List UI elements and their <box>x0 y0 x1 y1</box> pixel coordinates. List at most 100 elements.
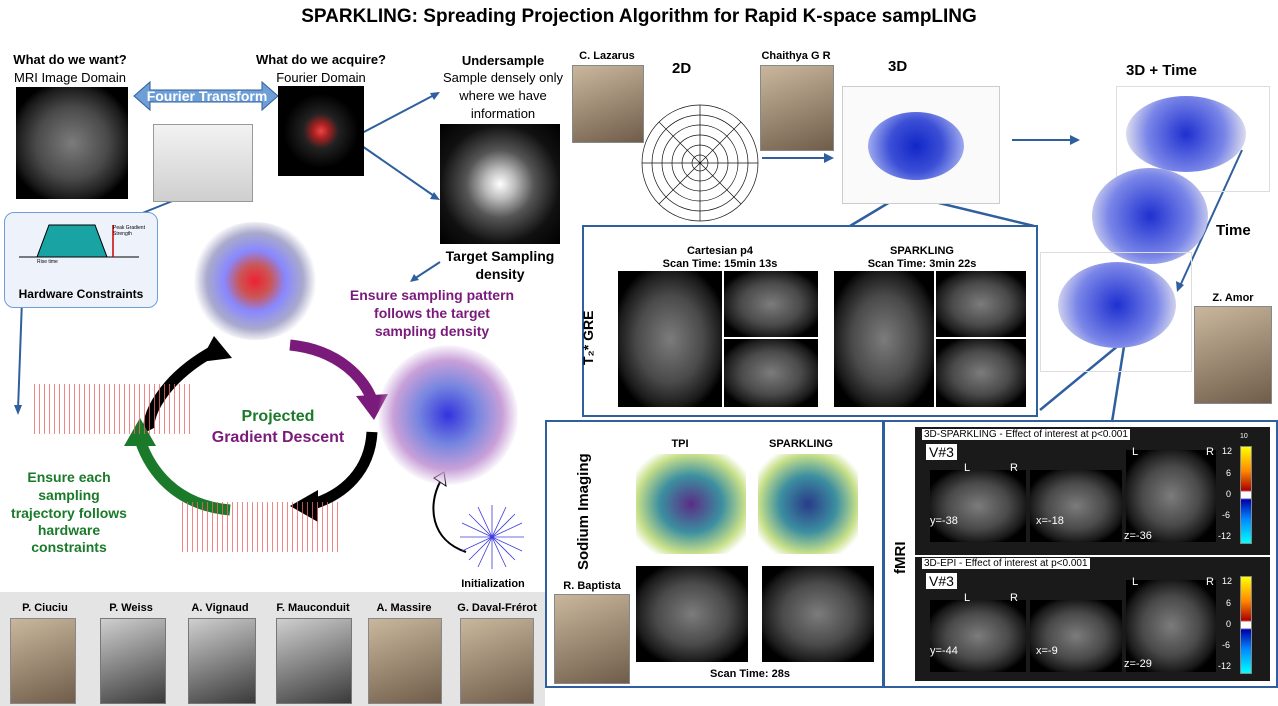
cb-bot-m12: -12 <box>1218 661 1232 671</box>
gradient-waveform <box>19 224 139 258</box>
fmri-panel <box>882 420 1278 688</box>
ensure-density-2: follows the target <box>374 305 490 321</box>
trajectory-3d <box>868 112 964 180</box>
label-3d-time: 3D + Time <box>1126 62 1198 79</box>
initialization-label: Initialization <box>461 578 525 590</box>
name-lazarus: C. Lazarus <box>579 50 635 62</box>
cb-top-12: 12 <box>1222 446 1233 456</box>
sodium-sparkling-title: SPARKLING <box>769 438 833 450</box>
fmri-bottom-L: L <box>964 592 971 604</box>
cartesian-time: Scan Time: 15min 13s <box>662 258 778 270</box>
gre-sparkling-axial <box>834 271 934 407</box>
fmri-top-axial <box>1126 450 1216 542</box>
trajectory-top <box>190 222 320 340</box>
fourier-domain-image <box>278 86 364 176</box>
acquire-question: What do we acquire? <box>255 52 386 67</box>
target-density-label-1: Target Sampling <box>445 248 555 264</box>
gre-cartesian-coronal <box>724 339 818 407</box>
fmri-bottom-R2: R <box>1206 576 1214 588</box>
ensure-traj-1: Ensure each <box>27 469 111 485</box>
sodium-scan-time: Scan Time: 28s <box>710 668 790 680</box>
fmri-top-x: x=-18 <box>1036 515 1064 527</box>
gre-sparkling-sagittal <box>936 271 1026 337</box>
page-title: SPARKLING: Spreading Projection Algorith… <box>301 6 977 27</box>
hardware-constraints-box: Peak Gradient Strength Rise time Hardwar… <box>4 212 158 308</box>
fmri-top-colorbar <box>1240 446 1252 544</box>
trajectory-3dt-3 <box>1058 262 1176 348</box>
projected-label: Projected <box>241 408 315 425</box>
fmri-bottom-z: z=-29 <box>1124 658 1152 670</box>
undersample-desc-1: Sample densely only <box>443 70 563 85</box>
want-answer: MRI Image Domain <box>14 70 126 85</box>
ensure-traj-5: constraints <box>31 539 107 555</box>
fmri-bottom-colorbar <box>1240 576 1252 674</box>
gre-sparkling-coronal <box>936 339 1026 407</box>
trajectory-right <box>378 345 518 485</box>
cartesian-title: Cartesian p4 <box>686 245 754 257</box>
rise-time-label: Rise time <box>37 259 58 265</box>
ensure-traj-3: trajectory follows <box>11 505 127 521</box>
name-vignaud: A. Vignaud <box>191 602 249 614</box>
photo-massire <box>368 618 442 704</box>
cb-top-m6: -6 <box>1222 510 1231 520</box>
label-time: Time <box>1216 222 1251 239</box>
ensure-traj-2: sampling <box>38 487 100 503</box>
mri-scanner-photo <box>153 124 253 202</box>
name-mauconduit: F. Mauconduit <box>276 602 350 614</box>
name-massire: A. Massire <box>376 602 432 614</box>
gradient-descent-label: Gradient Descent <box>211 429 345 446</box>
sparkling-gre-time: Scan Time: 3min 22s <box>867 258 977 270</box>
ensure-density-3: sampling density <box>374 323 490 339</box>
cb-top-0: 0 <box>1226 489 1232 499</box>
ensure-traj-4: hardware <box>37 522 101 538</box>
tpi-trajectory <box>636 454 746 554</box>
fmri-top-L: L <box>964 462 971 474</box>
fmri-bottom-caption: 3D-EPI - Effect of interest at p<0.001 <box>922 558 1090 569</box>
gre-cartesian-sagittal <box>724 271 818 337</box>
photo-ciuciu <box>10 618 76 704</box>
cb-bot-0: 0 <box>1226 619 1232 629</box>
sparkling-gre-title: SPARKLING <box>890 245 954 257</box>
undersample-title: Undersample <box>461 53 545 68</box>
fmri-bottom-axial <box>1126 580 1216 672</box>
gre-cartesian-axial <box>618 271 722 407</box>
undersample-desc-3: information <box>470 106 536 121</box>
fourier-transform-label: Fourier Transform <box>146 88 268 104</box>
fmri-top-R: R <box>1010 462 1018 474</box>
mri-image <box>16 87 128 199</box>
init-radial <box>460 505 524 569</box>
peak-gradient-label: Peak Gradient Strength <box>113 225 145 237</box>
photo-lazarus <box>572 65 644 143</box>
photo-vignaud <box>188 618 256 704</box>
label-3d: 3D <box>888 58 908 75</box>
fmri-top-z: z=-36 <box>1124 530 1152 542</box>
name-daval: G. Daval-Frérot <box>457 602 537 614</box>
fmri-top-coronal <box>930 470 1026 542</box>
sodium-sparkling-image <box>762 566 874 662</box>
fmri-bottom-sagittal <box>1030 600 1122 672</box>
trajectory-left <box>30 384 190 434</box>
cb-bot-12: 12 <box>1222 576 1233 586</box>
hardware-constraints-label: Hardware Constraints <box>18 287 144 301</box>
name-chaithya: Chaithya G R <box>761 50 831 62</box>
undersample-desc-2: where we have <box>459 88 547 103</box>
photo-baptista <box>554 594 630 684</box>
fmri-bottom-R: R <box>1010 592 1018 604</box>
fmri-bottom-x: x=-9 <box>1036 645 1058 657</box>
trajectory-3dt-2 <box>1092 168 1208 264</box>
photo-mauconduit <box>276 618 352 704</box>
cb-bot-6: 6 <box>1226 598 1232 608</box>
gre-label: T₂* GRE <box>580 310 596 365</box>
fmri-bottom-y: y=-44 <box>930 645 958 657</box>
name-amor: Z. Amor <box>1212 292 1254 304</box>
target-density-label-2: density <box>475 266 525 282</box>
ensure-density-1: Ensure sampling pattern <box>349 287 515 303</box>
photo-amor <box>1194 306 1272 404</box>
name-baptista: R. Baptista <box>563 580 621 592</box>
fmri-top-R2: R <box>1206 446 1214 458</box>
gre-panel <box>582 225 1038 417</box>
name-ciuciu: P. Ciuciu <box>22 602 68 614</box>
fmri-top-sagittal <box>1030 470 1122 542</box>
photo-daval <box>460 618 534 704</box>
photo-weiss <box>100 618 166 704</box>
